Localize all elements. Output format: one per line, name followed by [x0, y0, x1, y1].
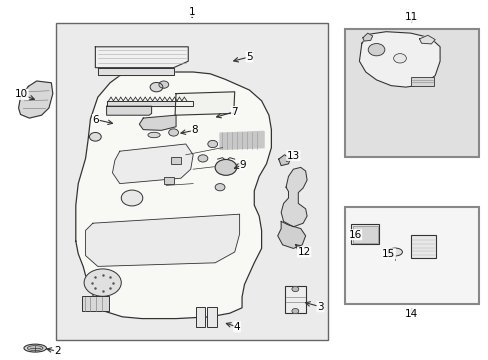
- Text: 15: 15: [381, 249, 395, 259]
- Circle shape: [121, 190, 142, 206]
- Polygon shape: [277, 221, 305, 248]
- Circle shape: [84, 269, 121, 296]
- Text: 10: 10: [15, 89, 28, 99]
- Circle shape: [207, 140, 217, 148]
- Polygon shape: [106, 106, 151, 115]
- Text: 11: 11: [404, 12, 418, 22]
- Bar: [344, 29, 478, 157]
- Text: 16: 16: [347, 230, 361, 240]
- Bar: [82, 296, 109, 311]
- Text: 7: 7: [231, 107, 238, 117]
- Text: 12: 12: [297, 247, 310, 257]
- Circle shape: [393, 54, 406, 63]
- Polygon shape: [76, 72, 271, 319]
- Polygon shape: [98, 68, 173, 75]
- Text: 4: 4: [233, 322, 240, 332]
- Circle shape: [150, 82, 163, 92]
- Circle shape: [215, 184, 224, 191]
- Bar: [410, 235, 435, 258]
- Circle shape: [89, 132, 101, 141]
- Bar: [171, 157, 181, 164]
- Bar: [344, 207, 478, 304]
- Polygon shape: [19, 81, 53, 118]
- Polygon shape: [362, 33, 372, 41]
- Ellipse shape: [147, 132, 160, 138]
- Polygon shape: [139, 115, 176, 130]
- Polygon shape: [278, 155, 290, 166]
- Polygon shape: [419, 35, 434, 44]
- Text: 13: 13: [286, 150, 300, 161]
- Polygon shape: [281, 167, 306, 227]
- Polygon shape: [106, 101, 193, 106]
- Text: 3: 3: [316, 302, 323, 312]
- Bar: [195, 307, 205, 327]
- Polygon shape: [112, 144, 193, 184]
- Polygon shape: [175, 92, 234, 115]
- Bar: [56, 23, 327, 340]
- Bar: [206, 307, 216, 327]
- Ellipse shape: [27, 346, 43, 351]
- Circle shape: [291, 287, 298, 292]
- Circle shape: [198, 155, 207, 162]
- Bar: [410, 77, 433, 86]
- Text: 1: 1: [188, 6, 195, 17]
- Text: 8: 8: [191, 125, 198, 135]
- Text: 2: 2: [54, 346, 61, 356]
- Text: 14: 14: [404, 309, 418, 319]
- Circle shape: [291, 309, 298, 314]
- Text: 5: 5: [245, 52, 252, 62]
- Circle shape: [367, 44, 384, 56]
- Polygon shape: [95, 47, 188, 68]
- Circle shape: [168, 129, 178, 136]
- Bar: [350, 224, 379, 244]
- Bar: [352, 226, 377, 243]
- Text: 9: 9: [239, 159, 246, 170]
- Ellipse shape: [24, 344, 46, 352]
- Polygon shape: [359, 32, 439, 87]
- Polygon shape: [220, 131, 264, 149]
- Polygon shape: [85, 214, 239, 266]
- Bar: [163, 177, 173, 184]
- Circle shape: [159, 81, 168, 88]
- Ellipse shape: [387, 248, 402, 256]
- Text: 6: 6: [92, 114, 99, 125]
- Bar: [285, 286, 305, 313]
- Circle shape: [215, 159, 236, 175]
